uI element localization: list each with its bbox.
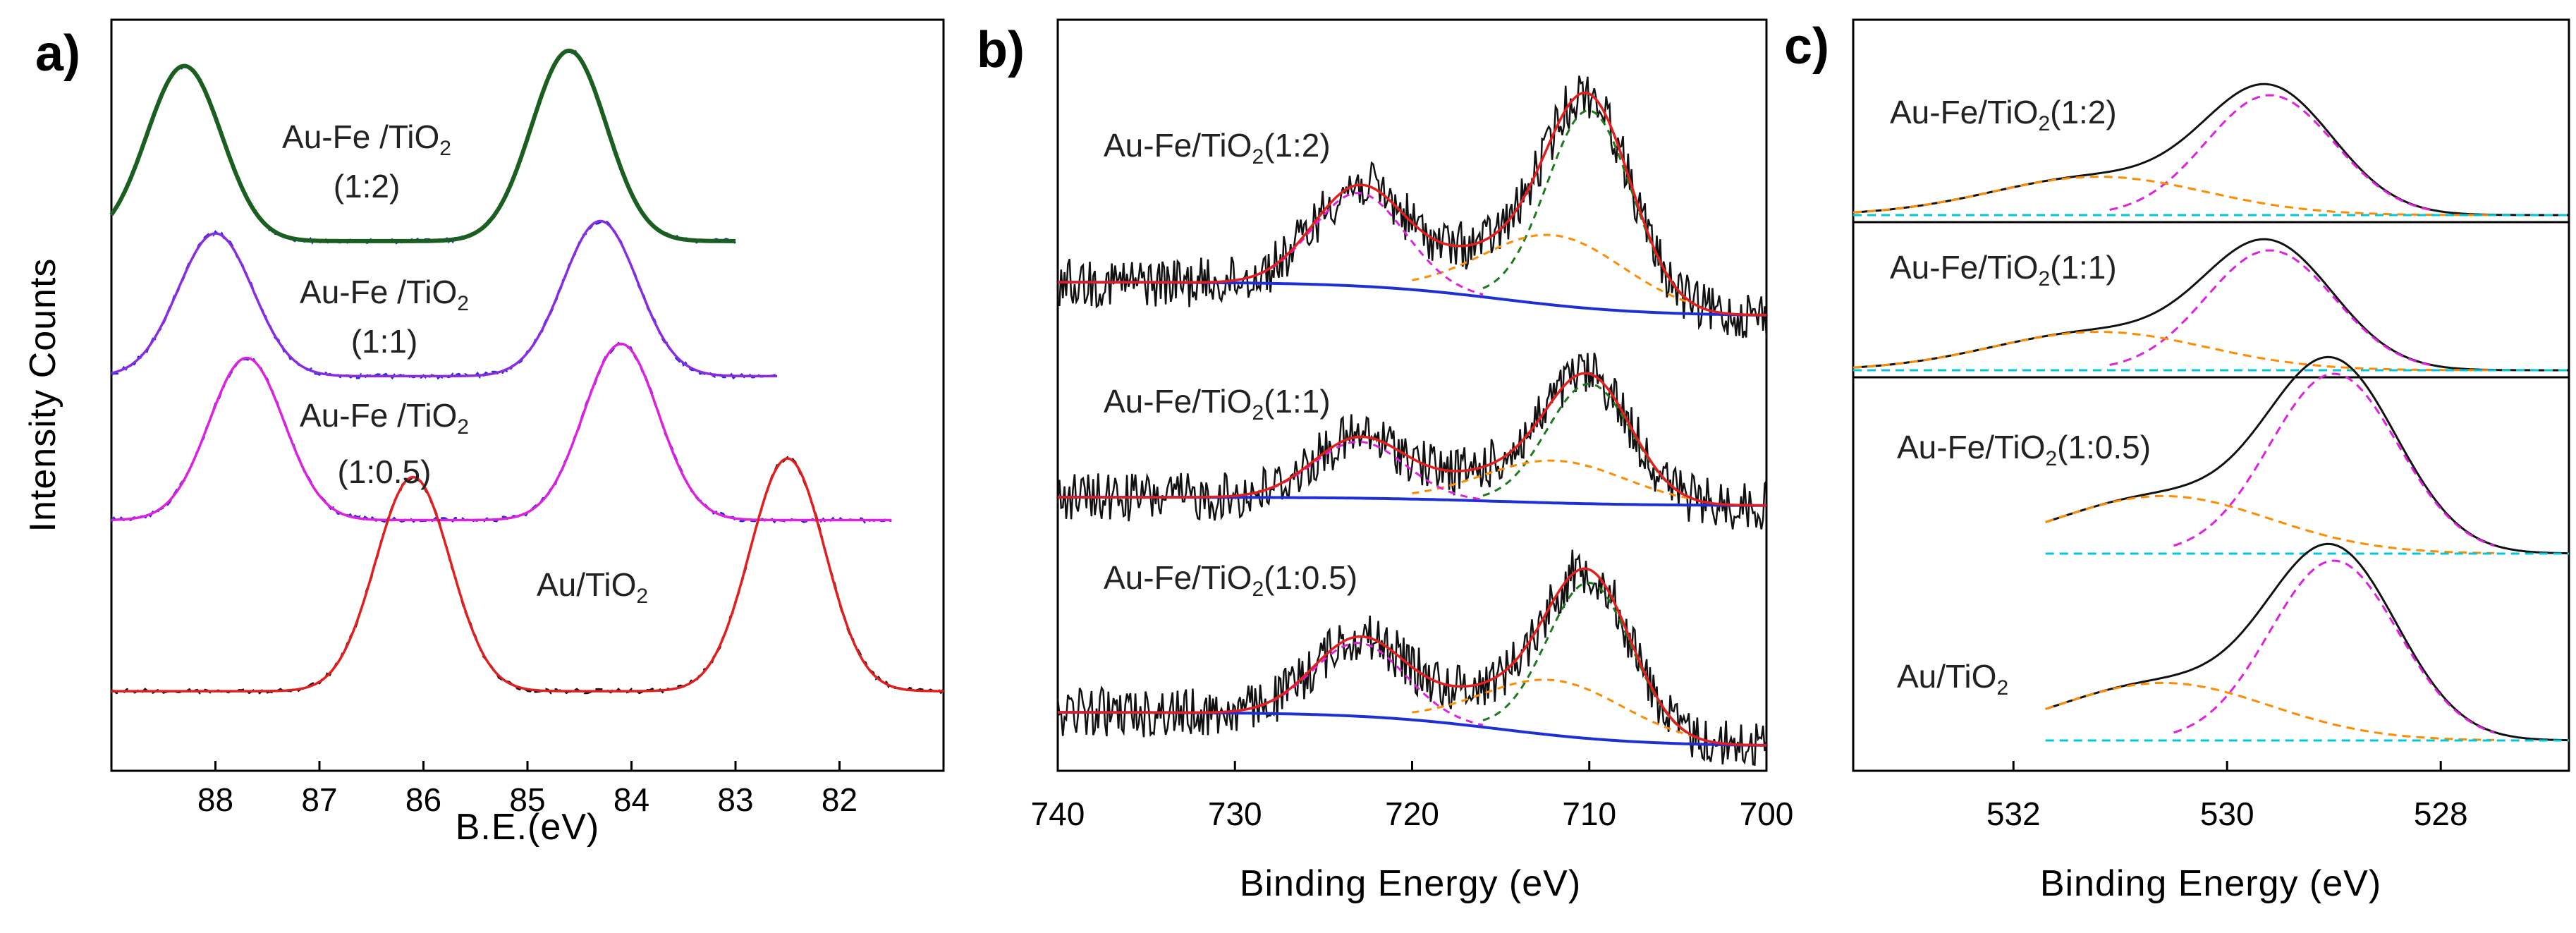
panel-a-curves bbox=[109, 47, 945, 695]
panel-b-label-2: Au-Fe/TiO2(1:0.5) bbox=[1104, 559, 1357, 601]
panel-b-tick-label-0: 740 bbox=[1031, 795, 1085, 832]
panel-a-exp-curve-2 bbox=[110, 341, 892, 524]
panel-b-label-1: Au-Fe/TiO2(1:1) bbox=[1104, 383, 1331, 425]
panel-c-x-ticks: 532 530 528 bbox=[1986, 761, 2468, 832]
panel-b-tick-label-1: 730 bbox=[1208, 795, 1262, 832]
panel-a-label-ratio-2: (1:0.5) bbox=[338, 453, 432, 490]
panel-a-tick-label-3: 85 bbox=[509, 781, 545, 818]
panel-a-fit-curve-3 bbox=[111, 457, 944, 693]
panel-b-x-ticks: 740 730 720 710 700 bbox=[1031, 761, 1794, 832]
panel-a-label-ratio-0: (1:2) bbox=[334, 168, 401, 205]
panel-b-curves bbox=[1056, 75, 1768, 767]
panel-b-fit-0 bbox=[1058, 91, 1766, 317]
panel-c: c) Au-Fe/TiO2(1:2)Au-Fe/TiO2(1:1)Au-Fe/T… bbox=[1784, 18, 2570, 904]
panel-c-curves bbox=[1852, 83, 2569, 742]
panel-c-frame bbox=[1852, 18, 2570, 772]
panel-a-x-axis-title: B.E.(eV) bbox=[456, 807, 600, 848]
panel-c-label-3: Au/TiO2 bbox=[1897, 658, 2008, 700]
panel-b-x-axis-title: Binding Energy (eV) bbox=[1240, 863, 1581, 904]
panel-b-raw-data-2 bbox=[1056, 549, 1768, 767]
panel-a-tick-label-4: 84 bbox=[614, 781, 649, 818]
panel-b-component-2-2 bbox=[1412, 678, 1696, 738]
panel-b-fit-1 bbox=[1058, 372, 1766, 507]
panel-a-label-2: Au-Fe /TiO2 bbox=[300, 397, 469, 439]
panel-c-tick-label-0: 532 bbox=[1986, 795, 2041, 832]
panel-a-label-0: Au-Fe /TiO2 bbox=[282, 118, 451, 160]
panel-c-envelope-3 bbox=[2045, 542, 2569, 742]
panel-c-label-2: Au-Fe/TiO2(1:0.5) bbox=[1897, 429, 2151, 470]
panel-a-tick-label-5: 83 bbox=[717, 781, 753, 818]
panel-b-series-labels: Au-Fe/TiO2(1:2) Au-Fe/TiO2(1:1) Au-Fe/TiO2… bbox=[1104, 127, 1357, 601]
panel-c-label-0: Au-Fe/TiO2(1:2) bbox=[1890, 94, 2117, 135]
panel-c-component-oh-0 bbox=[1852, 176, 2494, 217]
panel-b-component-2-1 bbox=[1412, 459, 1696, 501]
panel-c-component-main-0 bbox=[2109, 94, 2431, 211]
panel-a-fit-curve-0 bbox=[109, 48, 735, 243]
panel-b-tick-label-3: 710 bbox=[1562, 795, 1616, 832]
panel-b-background-0 bbox=[1058, 281, 1767, 317]
panel-c-tick-label-2: 528 bbox=[2414, 795, 2468, 832]
panel-c-series-labels: Au-Fe/TiO2(1:2) Au-Fe/TiO2(1:1) Au-Fe/TiO2… bbox=[1890, 94, 2151, 700]
panel-b-fit-2 bbox=[1058, 567, 1767, 747]
panel-b-raw-data-0 bbox=[1056, 75, 1768, 339]
panel-c-tick-label-1: 530 bbox=[2200, 795, 2254, 832]
panel-c-component-oh-2 bbox=[2045, 494, 2495, 554]
panel-c-component-oh-3 bbox=[2045, 681, 2495, 741]
panel-c-x-axis-title: Binding Energy (eV) bbox=[2040, 863, 2381, 904]
panel-a-label-3: Au/TiO2 bbox=[537, 566, 648, 608]
panel-a-tick-label-6: 82 bbox=[822, 781, 857, 818]
panel-a-x-ticks: 88 87 86 85 84 83 82 bbox=[197, 761, 857, 818]
panel-b-label-0: Au-Fe/TiO2(1:2) bbox=[1104, 127, 1331, 169]
panel-a: a) Au-Fe /TiO2(1:2)Au-Fe /TiO2(1:1)Au-Fe… bbox=[23, 18, 945, 848]
panel-a-label-ratio-1: (1:1) bbox=[351, 323, 418, 360]
panel-a-tick-label-0: 88 bbox=[197, 781, 233, 818]
panel-c-component-oh-1 bbox=[1852, 331, 2494, 372]
panel-a-tick-label-2: 86 bbox=[405, 781, 441, 818]
panel-b: b) Au-Fe/TiO2(1:2)Au-Fe/TiO2(1:1)Au-Fe/T… bbox=[977, 18, 1794, 904]
panel-a-fit-curve-1 bbox=[111, 219, 777, 378]
panel-a-series-labels: Au-Fe /TiO2 (1:2) Au-Fe /TiO2 (1:1) Au-Fe /T… bbox=[282, 118, 648, 608]
panel-a-fit-curve-2 bbox=[111, 342, 892, 522]
panel-c-label-1: Au-Fe/TiO2(1:1) bbox=[1890, 249, 2117, 291]
panel-a-label-1: Au-Fe /TiO2 bbox=[300, 274, 469, 315]
panel-a-tick-label-1: 87 bbox=[301, 781, 337, 818]
panel-b-component-1-1 bbox=[1482, 382, 1696, 501]
panel-b-tick-label-2: 720 bbox=[1385, 795, 1439, 832]
panel-a-y-axis-title: Intensity Counts bbox=[23, 258, 63, 532]
panel-c-component-main-1 bbox=[2109, 249, 2431, 366]
panel-b-letter: b) bbox=[977, 22, 1025, 78]
panel-b-raw-data-1 bbox=[1056, 353, 1768, 530]
panel-c-letter: c) bbox=[1784, 18, 1829, 75]
panel-c-component-main-2 bbox=[2173, 372, 2495, 547]
panel-c-component-main-3 bbox=[2173, 559, 2495, 734]
panel-b-component-2-0 bbox=[1412, 233, 1696, 306]
panel-a-letter: a) bbox=[35, 25, 80, 82]
panel-b-tick-label-4: 700 bbox=[1740, 795, 1794, 832]
panel-a-exp-curve-3 bbox=[111, 456, 945, 695]
